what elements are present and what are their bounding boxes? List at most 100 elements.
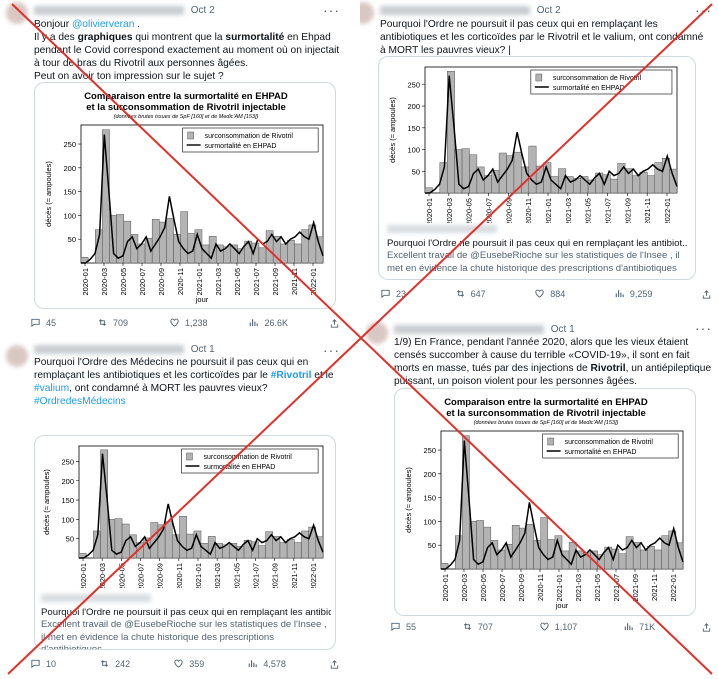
x-tick-label: 2021-11 (650, 574, 659, 601)
hashtag-link[interactable]: #OrdredesMédecins (34, 396, 126, 407)
more-options-icon[interactable]: ··· (695, 320, 712, 336)
x-tick-label: 2020-05 (465, 198, 474, 223)
y-tick-label: 50 (68, 235, 76, 244)
avatar[interactable] (6, 345, 28, 367)
link-card[interactable]: 50 100 150 200 250 décès (≈ ampoules) 2020-01 2… (378, 56, 696, 280)
link-domain-redacted (387, 225, 497, 233)
x-tick-label: 2020-07 (138, 268, 147, 296)
share-icon[interactable] (329, 318, 340, 329)
tweet-actions: 55 707 1,107 71K (390, 620, 712, 634)
text-fragment: en Ehpad pendant le Covid correspond exa… (34, 32, 340, 69)
mortality-line (79, 453, 324, 559)
y-tick-label: 250 (407, 80, 420, 89)
timestamp[interactable]: Oct 2 (190, 5, 215, 16)
reply-count: 23 (396, 289, 407, 299)
like-icon (169, 317, 180, 330)
link-card[interactable]: 50 100 150 200 250 décès (≈ ampoules) 2020-01 2… (34, 435, 336, 650)
views-button[interactable]: 4,578 (247, 658, 286, 671)
timestamp[interactable]: Oct 1 (550, 324, 575, 335)
bar-chart-icon (248, 317, 259, 330)
tweet-actions: 10 242 359 4,578 (30, 657, 340, 671)
text-fragment: qui montrent que la (132, 32, 226, 43)
like-button[interactable]: 1,107 (539, 621, 577, 634)
x-axis-label: jour (195, 295, 209, 304)
views-button[interactable]: 9,259 (614, 288, 652, 301)
chart-image[interactable]: Comparaison entre la surmortalité en EHP… (394, 388, 696, 616)
x-tick-label: 2020-09 (157, 268, 166, 296)
chart-legend (530, 69, 673, 95)
reply-button[interactable]: 10 (30, 658, 56, 671)
retweet-button[interactable]: 647 (455, 288, 486, 301)
x-axis-label: jour (555, 601, 569, 610)
legend-line-label: surmortalité en EHPAD (565, 449, 637, 456)
legend-line-label: surmortalité en EHPAD (203, 464, 275, 471)
legend-bar-label: surconsommation de Rivotril (565, 439, 654, 446)
hashtag-link[interactable]: #Rivotril (270, 370, 312, 381)
views-button[interactable]: 26.6K (248, 317, 288, 330)
y-axis-label: décès (≈ ampoules) (42, 469, 51, 535)
x-tick-label: 2020-03 (100, 268, 109, 296)
chart-legend (182, 127, 319, 153)
avatar[interactable] (360, 2, 374, 24)
legend-bar-swatch (535, 73, 543, 82)
like-button[interactable]: 1,238 (169, 317, 208, 330)
hashtag-link[interactable]: #valium (34, 383, 70, 394)
retweet-icon (97, 317, 108, 330)
timestamp[interactable]: Oct 2 (536, 5, 561, 16)
tweet-panel-4: Oct 1 ··· 1/9) En France, pendant l'anné… (360, 318, 718, 679)
y-tick-label: 200 (63, 164, 76, 173)
retweet-count: 707 (477, 622, 493, 632)
mortality-line (425, 75, 678, 194)
chart-svg: Comparaison entre la surmortalité en EHP… (41, 87, 331, 305)
retweet-icon (455, 288, 466, 301)
y-axis-label: décès (≈ ampoules) (44, 161, 53, 227)
avatar[interactable] (6, 2, 28, 24)
chart-title: Comparaison entre la surmortalité en EHP… (444, 397, 648, 408)
y-tick-label: 100 (61, 515, 74, 524)
share-icon[interactable] (329, 659, 340, 670)
legend-bar-label: surconsommation de Rivotril (553, 75, 642, 82)
chart-image[interactable]: Comparaison entre la surmortalité en EHP… (34, 82, 336, 309)
link-title: Pourquoi l'Ordre ne poursuit il pas ceux… (387, 237, 687, 249)
retweet-icon (99, 658, 110, 671)
link-card-text: Pourquoi l'Ordre ne poursuit il pas ceux… (41, 594, 331, 650)
like-button[interactable]: 884 (534, 288, 565, 301)
x-tick-label: 2021-03 (213, 563, 222, 588)
tweet-text: Pourquoi l'Ordre ne poursuit il pas ceux… (380, 18, 710, 57)
views-button[interactable]: 71K (623, 621, 655, 634)
y-tick-label: 50 (428, 541, 436, 550)
more-options-icon[interactable]: ··· (695, 2, 712, 18)
tweet-header: Oct 1 (394, 324, 575, 338)
reply-button[interactable]: 55 (390, 621, 416, 634)
mention-link[interactable]: @olivierveran (71, 19, 135, 30)
share-icon[interactable] (701, 289, 712, 300)
retweet-button[interactable]: 707 (462, 621, 493, 634)
link-description: Excellent travail de @EusebeRioche sur l… (41, 619, 327, 650)
more-options-icon[interactable]: ··· (323, 342, 340, 358)
legend-line-label: surmortalité en EHPAD (553, 85, 625, 92)
x-tick-label: 2021-09 (631, 574, 640, 602)
reply-button[interactable]: 45 (30, 317, 56, 330)
x-tick-label: 2021-07 (604, 198, 613, 223)
x-tick-label: 2021-03 (564, 198, 573, 223)
retweet-button[interactable]: 242 (99, 658, 130, 671)
views-count: 26.6K (264, 318, 289, 328)
retweet-button[interactable]: 709 (97, 317, 128, 330)
tweet-header: Oct 2 (34, 5, 215, 19)
more-options-icon[interactable]: ··· (323, 2, 340, 18)
x-tick-label: 2021-11 (643, 198, 652, 223)
chart-figure: 50 100 150 200 250 décès (≈ ampoules) 2020-01 2… (385, 61, 685, 226)
x-tick-label: 2021-03 (214, 268, 223, 296)
x-tick-label: 2021-05 (584, 198, 593, 223)
author-name-redacted (394, 324, 544, 334)
x-tick-label: 2022-01 (309, 268, 318, 296)
timestamp[interactable]: Oct 1 (190, 344, 215, 355)
reply-button[interactable]: 23 (380, 288, 406, 301)
link-domain-redacted (41, 594, 151, 602)
like-button[interactable]: 359 (173, 658, 204, 671)
reply-icon (30, 658, 41, 671)
x-tick-label: 2021-05 (593, 574, 602, 602)
share-icon[interactable] (701, 622, 712, 633)
x-tick-label: 2021-11 (290, 268, 299, 295)
